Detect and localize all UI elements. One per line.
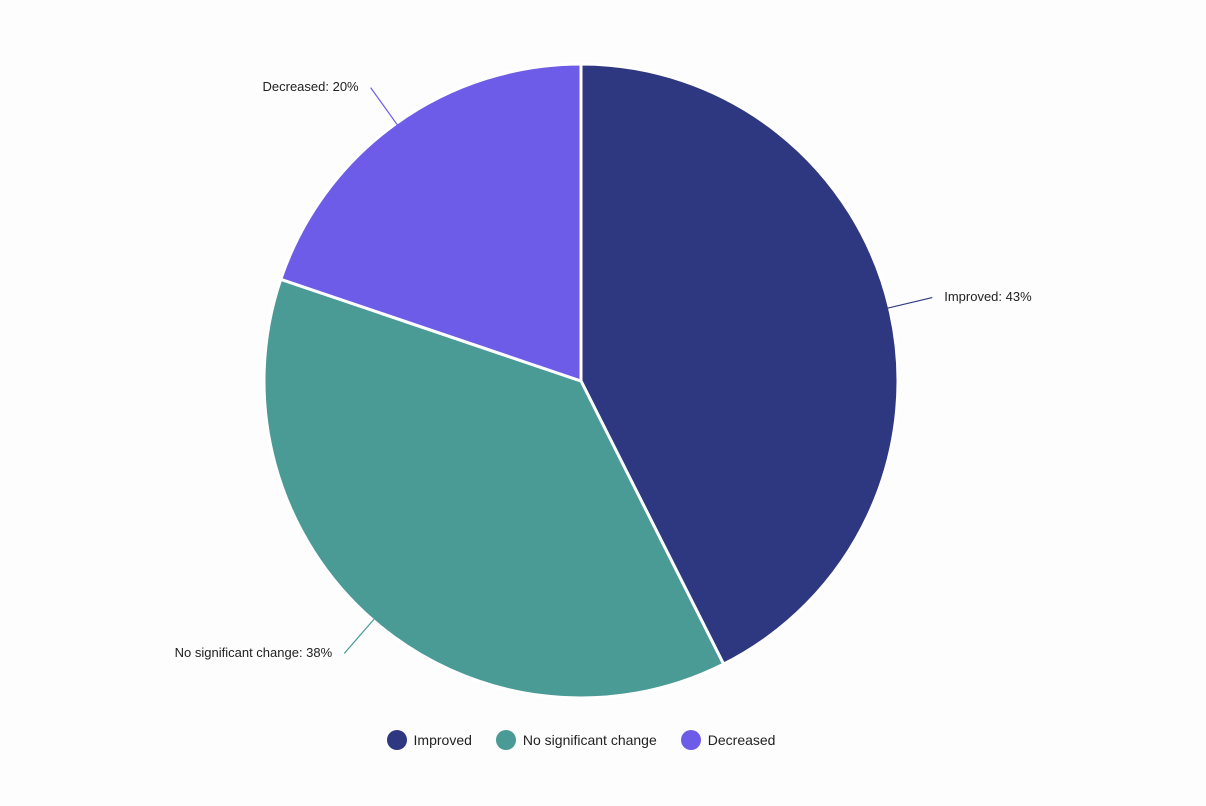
chart-legend: Improved No significant change Decreased <box>0 730 1162 750</box>
legend-swatch-improved <box>386 730 407 750</box>
leader-line-no-significant-change <box>343 618 375 654</box>
legend-item-no-significant-change[interactable]: No significant change <box>495 730 657 750</box>
legend-label-no-significant-change: No significant change <box>522 732 657 748</box>
legend-label-decreased: Decreased <box>707 732 776 748</box>
legend-item-decreased[interactable]: Decreased <box>680 730 776 750</box>
legend-item-improved[interactable]: Improved <box>386 730 472 750</box>
leader-line-improved <box>887 296 933 309</box>
leader-line-decreased <box>370 87 398 126</box>
slice-label-decreased: Decreased: 20% <box>263 79 360 94</box>
legend-swatch-decreased <box>680 730 701 750</box>
legend-label-improved: Improved <box>413 732 472 748</box>
slice-label-improved: Improved: 43% <box>944 289 1032 304</box>
slice-label-no-significant-change: No significant change: 38% <box>175 645 333 660</box>
legend-swatch-no-significant-change <box>495 730 516 750</box>
